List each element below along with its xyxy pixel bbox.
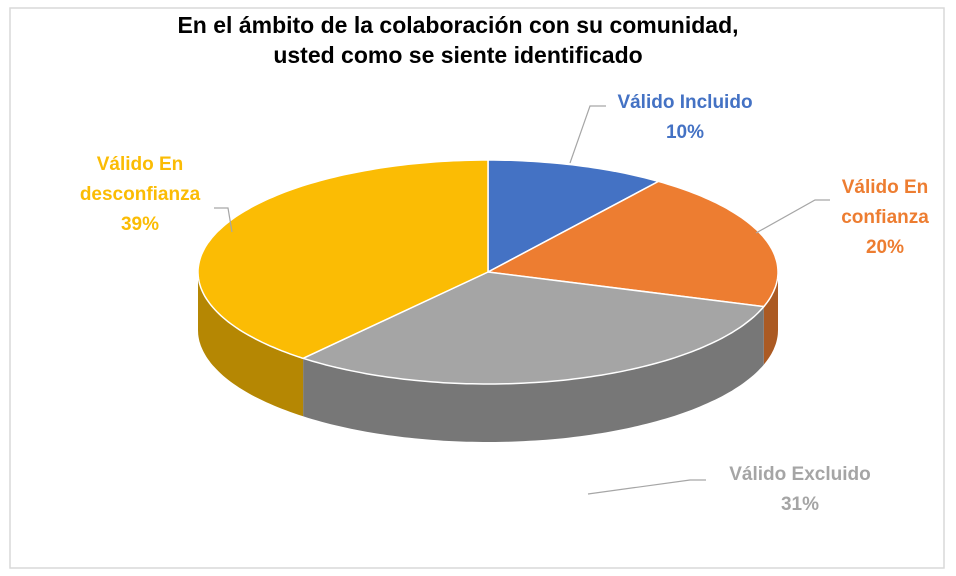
slice: [485, 180, 779, 308]
slice: [197, 159, 489, 360]
category-label: Válido Excluido: [729, 464, 871, 485]
chart-title: En el ámbito de la colaboración con su c…: [0, 10, 956, 70]
category-label: Válido Incluido: [617, 92, 753, 113]
category-label: Válido En confianza: [841, 177, 929, 228]
value-label: 10%: [665, 122, 705, 143]
title-line: En el ámbito de la colaboración con su c…: [177, 12, 739, 38]
data-label: Válido En desconfianza 39%: [55, 150, 225, 240]
slice-side: [763, 272, 778, 365]
leader-line: [587, 479, 706, 495]
data-label: Válido Excluido 31%: [710, 460, 890, 520]
slice-side: [198, 272, 304, 417]
slice: [301, 271, 766, 385]
title-line: usted como se siente identificado: [273, 42, 643, 68]
value-label: 31%: [780, 494, 820, 515]
slice: [487, 159, 661, 274]
category-label: Válido En desconfianza: [79, 154, 201, 205]
leader-line: [755, 199, 830, 234]
leader-line: [569, 105, 606, 164]
data-label: Válido En confianza 20%: [800, 173, 956, 263]
leader-line: [214, 207, 233, 233]
slice-side: [303, 306, 764, 442]
value-label: 20%: [865, 237, 905, 258]
value-label: 39%: [120, 214, 160, 235]
data-label: Válido Incluido 10%: [595, 88, 775, 148]
